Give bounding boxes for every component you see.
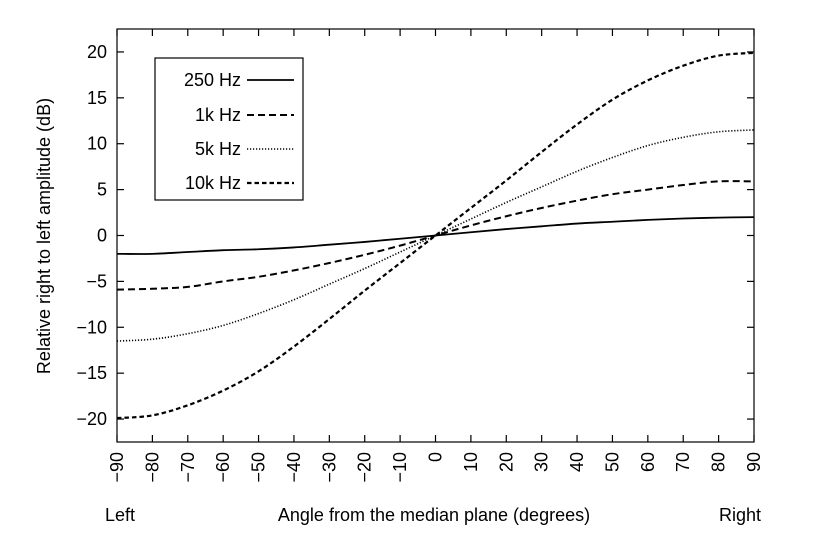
legend: 250 Hz 1k Hz 5k Hz 10k Hz — [154, 57, 304, 201]
x-tick-label: 80 — [709, 452, 729, 472]
x-tick-label: −60 — [213, 452, 233, 483]
x-tick-label: 20 — [496, 452, 516, 472]
x-tick-label: 0 — [426, 452, 446, 462]
x-axis-title: Angle from the median plane (degrees) — [278, 505, 590, 525]
x-tick-label: 90 — [744, 452, 764, 472]
y-tick-label: 20 — [87, 42, 107, 62]
x-axis-right-label: Right — [719, 505, 761, 525]
x-tick-label: −40 — [284, 452, 304, 483]
y-tick-label: 5 — [97, 180, 107, 200]
legend-label: 1k Hz — [195, 105, 241, 125]
x-tick-label: 40 — [567, 452, 587, 472]
x-tick-label: −80 — [142, 452, 162, 483]
x-axis-left-label: Left — [105, 505, 135, 525]
x-tick-label: −50 — [249, 452, 269, 483]
y-tick-label: −10 — [76, 317, 107, 337]
legend-label: 5k Hz — [195, 139, 241, 159]
legend-box — [154, 57, 304, 201]
legend-label: 250 Hz — [184, 70, 241, 90]
y-tick-label: −15 — [76, 363, 107, 383]
series-line-10k-hz — [116, 51, 755, 420]
legend-label: 10k Hz — [185, 173, 241, 193]
x-tick-label: −20 — [355, 452, 375, 483]
x-tick-label: −10 — [390, 452, 410, 483]
x-tick-label: 10 — [461, 452, 481, 472]
y-tick-label: 10 — [87, 134, 107, 154]
x-tick-label: 70 — [673, 452, 693, 472]
x-tick-label: 60 — [638, 452, 658, 472]
x-tick-label: −30 — [319, 452, 339, 483]
series-lines — [116, 51, 755, 420]
x-tick-label: 50 — [602, 452, 622, 472]
x-axis-ticks: −90 −80 −70 −60 −50 −40 −30 −20 −10 0 10 20 30 40 50 60… — [107, 29, 764, 483]
y-axis-title: Relative right to left amplitude (dB) — [34, 98, 54, 374]
y-axis-ticks: −20 −15 −10 −5 0 5 10 15 20 — [76, 42, 754, 429]
y-tick-label: 0 — [97, 226, 107, 246]
y-tick-label: 15 — [87, 88, 107, 108]
y-tick-label: −5 — [86, 271, 107, 291]
x-tick-label: −90 — [107, 452, 127, 483]
x-tick-label: −70 — [178, 452, 198, 483]
x-tick-label: 30 — [532, 452, 552, 472]
series-line-1k-hz — [116, 180, 755, 291]
y-tick-label: −20 — [76, 409, 107, 429]
